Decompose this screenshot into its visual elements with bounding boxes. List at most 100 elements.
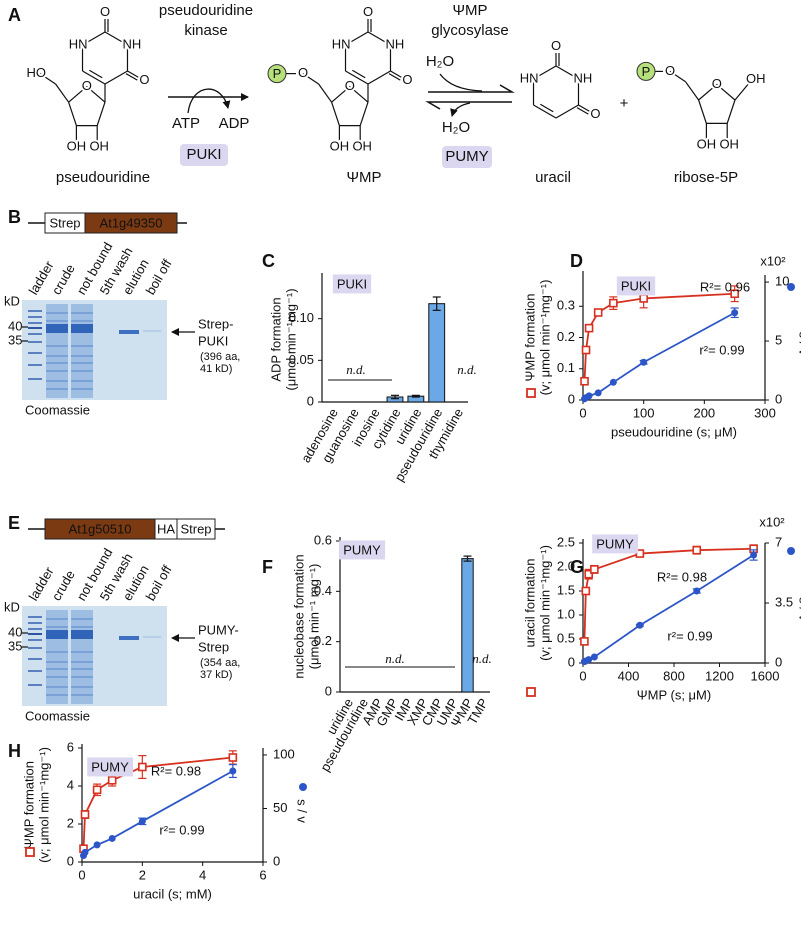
protein-size: 37 kD) bbox=[200, 669, 232, 681]
y-tick-label: 0.2 bbox=[557, 329, 575, 344]
data-point bbox=[138, 762, 147, 772]
y2-tick-label: 5 bbox=[775, 332, 782, 347]
bond bbox=[82, 31, 106, 46]
lane-band bbox=[46, 345, 68, 347]
lane-band bbox=[46, 320, 68, 322]
marker-label: 35 bbox=[8, 638, 22, 653]
bond bbox=[68, 86, 88, 103]
elution-band bbox=[119, 636, 139, 640]
lane-band bbox=[46, 694, 68, 696]
y2-axis-label: s / v bbox=[797, 597, 801, 621]
water-arrow bbox=[450, 102, 471, 117]
atom-label: O bbox=[551, 38, 561, 53]
y-axis-label: (v; μmol min⁻¹mg⁻¹) bbox=[36, 747, 51, 863]
y2-tick-label: 0 bbox=[273, 853, 280, 868]
bond bbox=[555, 104, 579, 119]
lane-band bbox=[46, 388, 68, 390]
data-point bbox=[81, 848, 89, 856]
lane-band bbox=[71, 618, 93, 620]
protein-size: 41 kD) bbox=[200, 363, 232, 375]
kd-label: kD bbox=[4, 293, 20, 308]
x-tick-label: 1600 bbox=[751, 668, 780, 683]
bond bbox=[533, 65, 557, 80]
bond bbox=[127, 70, 140, 79]
lane-band bbox=[46, 626, 68, 628]
data-point bbox=[609, 298, 618, 308]
lane-smear bbox=[71, 304, 93, 398]
compound-name: ΨMP bbox=[346, 169, 381, 186]
lane-band bbox=[71, 668, 93, 670]
annotation: n.d. bbox=[472, 651, 492, 666]
lane-band bbox=[71, 345, 93, 347]
data-point bbox=[585, 656, 593, 664]
data-point bbox=[581, 586, 591, 596]
atom-label: OH bbox=[746, 71, 766, 86]
lane-band bbox=[46, 362, 68, 364]
boil-band bbox=[143, 636, 161, 638]
lane-band bbox=[46, 676, 68, 678]
bond bbox=[390, 70, 403, 79]
y-tick-label: 2.5 bbox=[557, 534, 575, 549]
protein-size: (354 aa, bbox=[200, 657, 240, 669]
data-point bbox=[640, 358, 648, 366]
panel-letter: B bbox=[8, 207, 21, 227]
lane-band bbox=[46, 630, 68, 639]
data-point bbox=[584, 323, 594, 333]
bond bbox=[104, 70, 128, 85]
data-point bbox=[639, 294, 648, 303]
ladder-band bbox=[28, 327, 42, 329]
enzyme-name: kinase bbox=[184, 22, 227, 39]
bond bbox=[540, 103, 554, 113]
lane-smear bbox=[46, 610, 68, 704]
x-axis-label: pseudouridine (s; μM) bbox=[611, 424, 737, 439]
protein-label: PUKI bbox=[198, 333, 228, 348]
annotation-badge: PUKI bbox=[337, 276, 367, 291]
y-axis-label: (μmol min⁻¹mg⁻¹) bbox=[283, 288, 298, 390]
bond bbox=[349, 86, 369, 103]
bond bbox=[533, 104, 557, 119]
annotation-badge: PUMY bbox=[343, 542, 381, 557]
y2-tick-label: 0 bbox=[775, 391, 782, 406]
stain-label: Coomassie bbox=[25, 708, 90, 723]
lane-band bbox=[46, 651, 68, 653]
bar bbox=[461, 558, 474, 693]
lane-band bbox=[46, 668, 68, 670]
data-point bbox=[692, 545, 702, 555]
kd-label: kD bbox=[4, 599, 20, 614]
y-tick-label: 1.0 bbox=[557, 606, 575, 621]
lane-band bbox=[46, 618, 68, 620]
bond bbox=[388, 73, 401, 81]
gel bbox=[22, 300, 167, 400]
x-tick-label: 0 bbox=[78, 867, 85, 882]
bond bbox=[89, 69, 103, 79]
y-axis-label: ΨMP formation bbox=[522, 294, 537, 382]
bond bbox=[331, 102, 340, 126]
panel-letter: F bbox=[262, 557, 273, 577]
atom-label: O bbox=[363, 4, 373, 19]
atom-label: O bbox=[665, 63, 675, 78]
y-tick-label: 0 bbox=[67, 853, 74, 868]
y-tick-label: 0 bbox=[325, 683, 332, 698]
bond bbox=[576, 107, 589, 115]
lane-band bbox=[46, 355, 68, 357]
data-point bbox=[580, 637, 589, 646]
annotation: r²= 0.99 bbox=[667, 628, 712, 643]
cofactor: ADP bbox=[219, 115, 250, 132]
lane-band bbox=[71, 686, 93, 688]
ladder-band bbox=[28, 633, 42, 635]
construct-box bbox=[84, 212, 178, 234]
y-tick-label: 0.4 bbox=[314, 583, 332, 598]
atom-label: HO bbox=[27, 65, 47, 80]
protein-label: Strep- bbox=[198, 316, 233, 331]
cofactor-arrow bbox=[187, 88, 231, 114]
bond bbox=[685, 81, 700, 101]
data-point bbox=[609, 378, 617, 386]
y2-tick-label: 0 bbox=[775, 654, 782, 669]
panel-letter: E bbox=[8, 513, 20, 533]
lane-smear bbox=[71, 610, 93, 704]
bond bbox=[68, 102, 77, 126]
annotation-badge: PUMY bbox=[596, 536, 634, 551]
bond bbox=[125, 73, 138, 81]
x-tick-label: 4 bbox=[199, 867, 206, 882]
x-tick-label: 6 bbox=[259, 867, 266, 882]
